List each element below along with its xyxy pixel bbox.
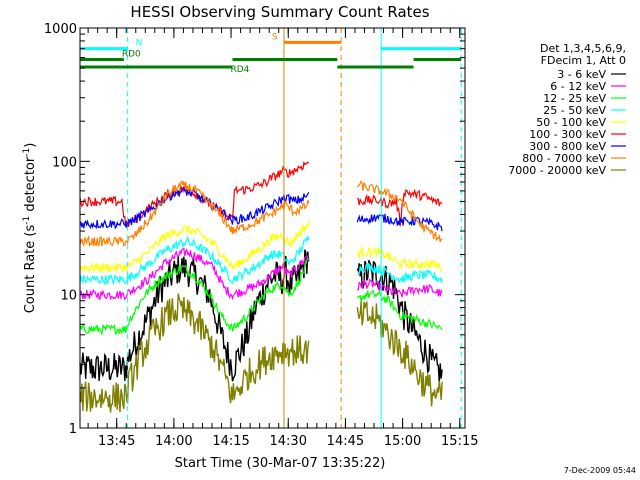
x-tick-label-3: 14:15 — [212, 434, 249, 449]
y-axis-title-sup1: -1 — [22, 216, 32, 225]
y-axis-title-mid: detector — [23, 156, 38, 216]
series-line-3 — [79, 257, 443, 336]
state-label-4: RD0 — [122, 50, 141, 60]
legend-label-6: 100 - 300 keV — [529, 128, 606, 141]
y-axis-title-sup2: -1 — [22, 148, 32, 157]
y-tick-label-3: 100 — [52, 155, 77, 170]
legend-label-1: 3 - 6 keV — [557, 68, 606, 81]
series-line-9 — [79, 293, 443, 413]
y-axis-title-end: ) — [23, 143, 38, 148]
x-tick-label-4: 14:30 — [270, 434, 307, 449]
state-label-1: N — [136, 39, 143, 49]
state-label-3: S — [272, 32, 278, 42]
timestamp-stamp: 7-Dec-2009 05:44 — [564, 466, 636, 475]
legend-label-4: 25 - 50 keV — [543, 104, 606, 117]
x-tick-label-5: 14:45 — [327, 434, 364, 449]
x-axis-title: Start Time (30-Mar-07 13:35:22) — [175, 456, 386, 471]
legend-header-1: Det 1,3,4,5,6,9, — [540, 42, 626, 55]
series-line-4 — [79, 235, 443, 287]
x-tick-label-7: 15:15 — [441, 434, 478, 449]
series-line-5 — [79, 220, 443, 274]
legend-label-2: 6 - 12 keV — [550, 80, 606, 93]
chart-title: HESSI Observing Summary Count Rates — [130, 3, 429, 21]
legend-label-9: 7000 - 20000 keV — [508, 164, 606, 177]
legend-label-7: 300 - 800 keV — [529, 140, 606, 153]
y-tick-label-4: 1000 — [44, 22, 77, 37]
y-axis-title: Count Rate (s-1 detector-1) — [22, 143, 38, 314]
series-line-2 — [79, 247, 443, 301]
x-tick-label-6: 15:00 — [384, 434, 421, 449]
legend-header-2: FDecim 1, Att 0 — [541, 54, 626, 67]
x-tick-label-1: 13:45 — [98, 434, 135, 449]
y-tick-label-1: 1 — [69, 422, 77, 437]
state-label-5: RD4 — [230, 65, 249, 75]
legend-label-8: 800 - 7000 keV — [522, 152, 606, 165]
y-tick-label-2: 10 — [60, 289, 77, 304]
legend-label-5: 50 - 100 keV — [536, 116, 606, 129]
series-line-7 — [79, 185, 443, 232]
plot-frame — [79, 27, 466, 429]
y-axis-title-main: Count Rate (s — [23, 225, 38, 314]
x-tick-label-2: 14:00 — [155, 434, 192, 449]
series-line-8 — [79, 180, 443, 248]
series-layer — [79, 160, 443, 413]
legend-label-3: 12 - 25 keV — [543, 92, 606, 105]
legend: Det 1,3,4,5,6,9,FDecim 1, Att 03 - 6 keV… — [508, 42, 626, 177]
axes-layer: 13:45 14:00 14:15 14:30 14:45 15:00 15:15 1 10 10… — [44, 22, 479, 449]
